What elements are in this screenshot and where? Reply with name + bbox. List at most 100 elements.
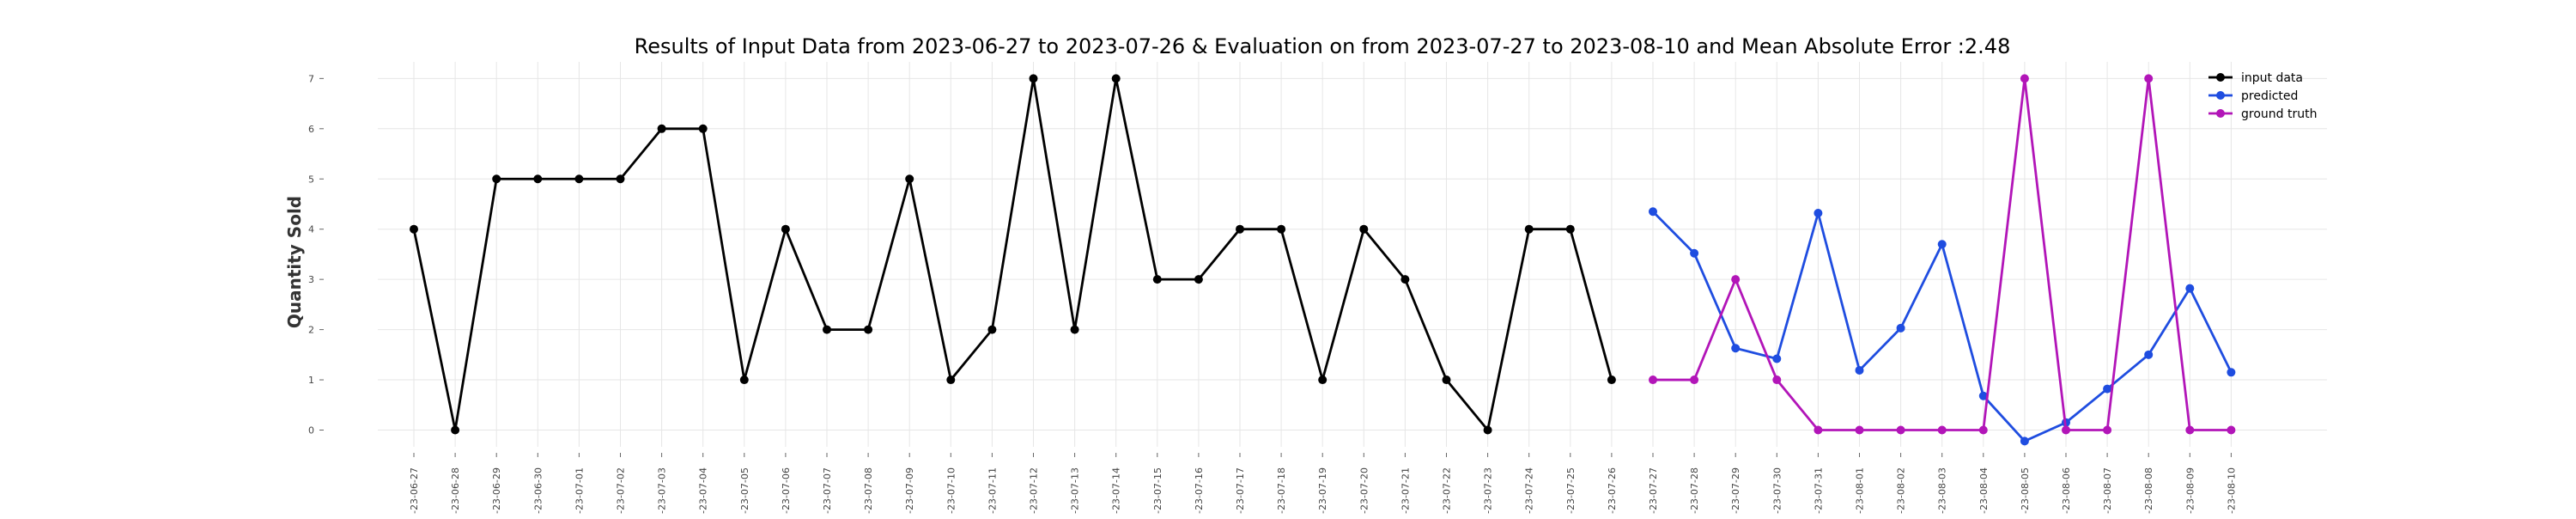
x-tick-label: -23-07-27 — [1648, 467, 1659, 514]
legend-label: input data — [2241, 71, 2303, 85]
legend-label: ground truth — [2241, 107, 2317, 121]
data-point — [2020, 74, 2029, 83]
data-point — [905, 174, 914, 184]
x-tick-label: -23-07-06 — [781, 467, 792, 514]
x-tick-label: -23-07-03 — [657, 467, 668, 514]
x-tick-label: -23-07-05 — [739, 467, 750, 514]
series-predicted — [1649, 207, 2236, 446]
legend-swatch-marker — [2216, 73, 2225, 82]
y-axis-label: Quantity Sold — [284, 196, 305, 328]
y-tick-label: 7 — [308, 73, 314, 84]
x-tick-label: -23-07-30 — [1771, 467, 1783, 514]
data-point — [1937, 425, 1947, 435]
data-point — [1855, 365, 1864, 375]
data-point — [1649, 207, 1657, 217]
data-point — [823, 325, 831, 334]
series-layer — [410, 74, 2236, 446]
legend-label: predicted — [2241, 89, 2298, 103]
chart-title: Results of Input Data from 2023-06-27 to… — [635, 34, 2011, 58]
data-point — [781, 224, 790, 234]
data-point — [2062, 425, 2070, 435]
data-point — [1690, 376, 1699, 385]
data-point — [1277, 224, 1286, 234]
x-tick-label: -23-07-29 — [1730, 467, 1741, 514]
x-tick-label: -23-07-08 — [863, 467, 874, 514]
data-point — [574, 174, 584, 184]
data-point — [987, 325, 997, 334]
y-tick-label: 3 — [308, 274, 314, 285]
x-tick-label: -23-08-01 — [1855, 467, 1866, 514]
x-tick-label: -23-08-07 — [2102, 467, 2113, 514]
x-tick-label: -23-08-02 — [1896, 467, 1907, 514]
data-point — [410, 224, 418, 234]
data-point — [1855, 425, 1864, 435]
x-tick-label: -23-07-25 — [1565, 467, 1577, 514]
x-tick-label: -23-07-16 — [1194, 467, 1205, 514]
data-point — [1731, 344, 1741, 353]
x-tick-label: -23-06-27 — [409, 467, 420, 514]
data-point — [2103, 425, 2112, 435]
series-ground-truth — [1649, 74, 2236, 435]
x-tick-label: -23-07-02 — [616, 467, 627, 514]
data-point — [1194, 275, 1203, 284]
data-point — [616, 174, 625, 184]
legend-item: ground truth — [2208, 107, 2317, 121]
legend-swatch-marker — [2216, 91, 2225, 100]
x-tick-label: -23-08-06 — [2061, 467, 2072, 514]
x-tick-label: -23-07-01 — [574, 467, 585, 514]
x-tick-label: -23-07-24 — [1524, 467, 1535, 514]
data-point — [1896, 323, 1905, 333]
y-tick-label: 0 — [308, 425, 314, 437]
x-tick-label: -23-07-11 — [987, 467, 998, 514]
data-point — [657, 124, 666, 133]
x-tick-label: -23-06-28 — [450, 467, 461, 514]
data-point — [1524, 224, 1534, 234]
legend-swatch-marker — [2216, 109, 2225, 118]
data-point — [2227, 425, 2236, 435]
data-point — [1070, 325, 1079, 334]
x-tick-label: -23-06-29 — [491, 467, 502, 514]
x-tick-label: -23-08-10 — [2226, 467, 2237, 514]
legend-item: input data — [2208, 71, 2303, 85]
data-point — [1483, 425, 1492, 435]
x-tick-label: -23-07-09 — [904, 467, 915, 514]
data-point — [1978, 391, 1988, 400]
x-tick-label: -23-07-26 — [1607, 467, 1618, 514]
data-point — [1029, 74, 1038, 83]
data-point — [533, 174, 543, 184]
data-point — [1359, 224, 1369, 234]
data-point — [451, 425, 460, 435]
x-tick-label: -23-07-19 — [1317, 467, 1328, 514]
data-point — [1152, 275, 1162, 284]
data-point — [1896, 425, 1905, 435]
data-point — [946, 376, 956, 385]
data-point — [1236, 224, 1244, 234]
y-tick-label: 6 — [308, 124, 314, 135]
x-axis-ticks: -23-06-27 -23-06-28 -23-06-29 -23-06-30 -23-… — [409, 453, 2237, 514]
series-line — [412, 76, 1613, 431]
data-point — [492, 174, 501, 184]
x-tick-label: -23-07-17 — [1235, 467, 1246, 514]
data-point — [1442, 376, 1451, 385]
x-tick-label: -23-07-12 — [1029, 467, 1040, 514]
data-point — [698, 124, 708, 133]
x-tick-label: -23-07-23 — [1483, 467, 1494, 514]
data-point — [2185, 284, 2195, 293]
data-point — [1772, 376, 1782, 385]
y-tick-label: 2 — [308, 325, 314, 336]
data-point — [1607, 376, 1616, 385]
x-tick-label: -23-07-22 — [1442, 467, 1453, 514]
data-point — [1731, 275, 1741, 284]
y-axis-ticks: 0 1 2 3 4 5 6 7 — [308, 73, 324, 437]
data-point — [2144, 350, 2154, 359]
x-tick-label: -23-07-14 — [1111, 467, 1122, 514]
data-point — [739, 376, 749, 385]
x-tick-label: -23-07-10 — [945, 467, 957, 514]
y-tick-label: 4 — [308, 224, 314, 235]
data-point — [2020, 437, 2029, 446]
data-point — [2103, 384, 2112, 394]
data-point — [1318, 376, 1327, 385]
data-point — [2144, 74, 2154, 83]
